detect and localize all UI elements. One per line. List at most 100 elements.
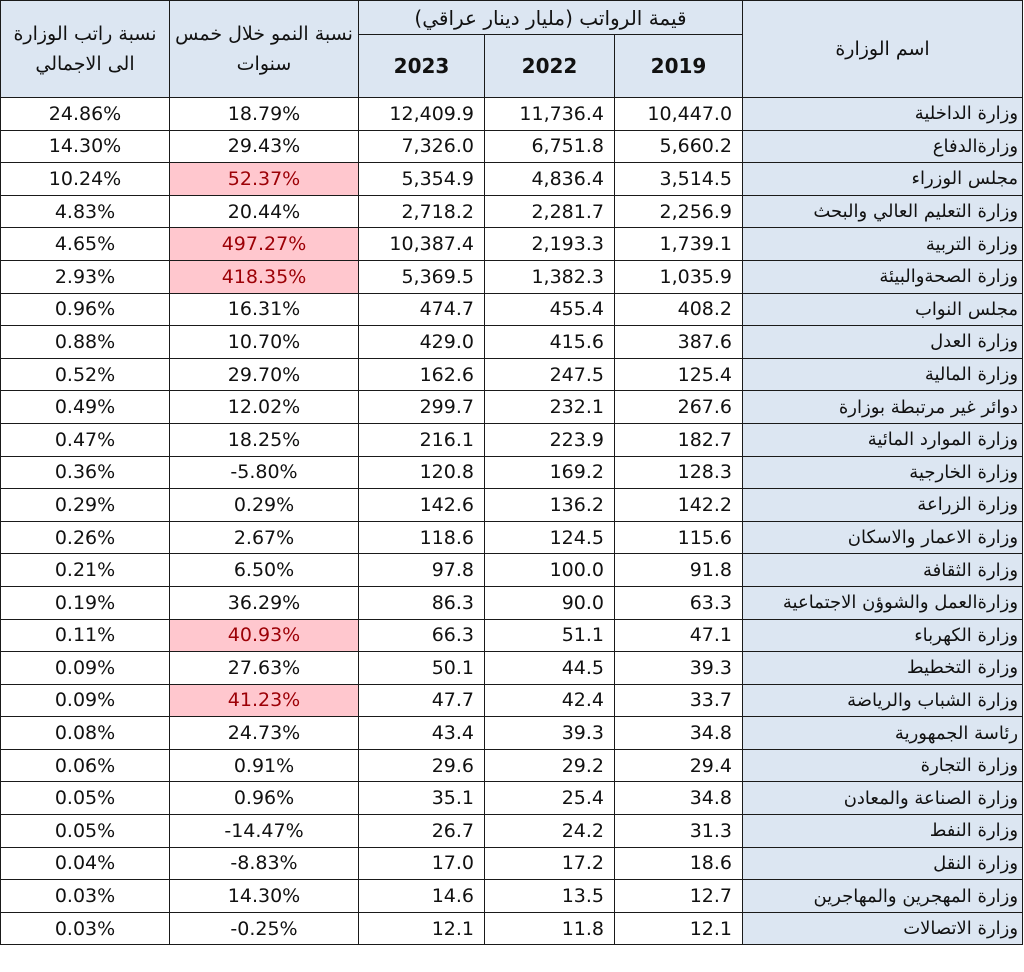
cell-2022: 6,751.8 (484, 129, 615, 164)
table-row: 0.08% 24.73% 43.4 39.3 34.8 رئاسة الجمهورية (0, 716, 1024, 750)
cell-2023: 12.1 (358, 911, 485, 946)
cell-2022: 4,836.4 (484, 162, 615, 196)
header-growth: نسبة النمو خلال خمس سنوات (169, 0, 359, 98)
cell-2019: 34.8 (613, 716, 744, 750)
cell-2019: 33.7 (613, 683, 744, 718)
cell-share: 0.06% (0, 748, 170, 783)
cell-share: 0.04% (0, 846, 170, 881)
cell-ministry: وزارة النقل (742, 846, 1024, 881)
cell-ministry: وزارة الصناعة والمعادن (742, 781, 1024, 816)
cell-2022: 17.2 (484, 846, 615, 881)
cell-2023: 216.1 (358, 422, 485, 457)
table-row: 0.06% 0.91% 29.6 29.2 29.4 وزارة التجارة (0, 748, 1024, 783)
cell-2023: 5,369.5 (358, 259, 485, 294)
cell-growth: 0.96% (169, 781, 359, 816)
cell-2019: 408.2 (613, 292, 744, 327)
cell-share: 4.83% (0, 194, 170, 229)
cell-2019: 91.8 (613, 553, 744, 587)
cell-share: 0.19% (0, 585, 170, 620)
header-year-2022: 2022 (484, 34, 615, 98)
cell-ministry: وزارةالدفاع (742, 129, 1024, 164)
cell-ministry: وزارة التخطيط (742, 651, 1024, 685)
cell-growth: 10.70% (169, 325, 359, 359)
cell-2022: 247.5 (484, 357, 615, 392)
cell-growth: 27.63% (169, 651, 359, 685)
cell-2019: 1,035.9 (613, 259, 744, 294)
cell-2022: 11,736.4 (484, 97, 615, 131)
cell-share: 0.88% (0, 325, 170, 359)
cell-2022: 100.0 (484, 553, 615, 587)
cell-share: 0.03% (0, 911, 170, 946)
header-share: نسبة راتب الوزارة الى الاجمالي (0, 0, 170, 98)
header-ministry: اسم الوزارة (742, 0, 1024, 98)
cell-growth: 29.70% (169, 357, 359, 392)
table-row: 0.03% 14.30% 14.6 13.5 12.7 وزارة المهجرين وا… (0, 879, 1024, 913)
cell-share: 0.05% (0, 781, 170, 816)
cell-share: 0.09% (0, 683, 170, 718)
table-row: 10.24% 52.37% 5,354.9 4,836.4 3,514.5 مجلس ال… (0, 162, 1024, 196)
cell-share: 2.93% (0, 259, 170, 294)
cell-ministry: وزارة الاعمار والاسكان (742, 520, 1024, 555)
table-row: 0.49% 12.02% 299.7 232.1 267.6 دوائر غير مرتب… (0, 390, 1024, 424)
cell-growth: 2.67% (169, 520, 359, 555)
cell-2022: 24.2 (484, 814, 615, 848)
cell-growth: -14.47% (169, 814, 359, 848)
cell-2022: 39.3 (484, 716, 615, 750)
table-row: 4.65% 497.27% 10,387.4 2,193.3 1,739.1 وزارة … (0, 227, 1024, 261)
cell-2019: 10,447.0 (613, 97, 744, 131)
salary-table: نسبة راتب الوزارة الى الاجمالي نسبة النم… (0, 0, 1024, 946)
cell-2023: 26.7 (358, 814, 485, 848)
cell-growth: 497.27% (169, 227, 359, 261)
cell-growth: 12.02% (169, 390, 359, 424)
cell-2019: 142.2 (613, 488, 744, 522)
cell-2023: 474.7 (358, 292, 485, 327)
cell-2022: 11.8 (484, 911, 615, 946)
cell-growth: 14.30% (169, 879, 359, 913)
cell-2022: 232.1 (484, 390, 615, 424)
table-row: 0.52% 29.70% 162.6 247.5 125.4 وزارة المالية (0, 357, 1024, 392)
table-row: 4.83% 20.44% 2,718.2 2,281.7 2,256.9 وزارة ال… (0, 194, 1024, 229)
cell-2019: 29.4 (613, 748, 744, 783)
cell-2022: 2,281.7 (484, 194, 615, 229)
cell-2023: 142.6 (358, 488, 485, 522)
cell-2022: 29.2 (484, 748, 615, 783)
cell-share: 0.52% (0, 357, 170, 392)
cell-2023: 12,409.9 (358, 97, 485, 131)
cell-2023: 120.8 (358, 455, 485, 490)
table-row: 0.09% 41.23% 47.7 42.4 33.7 وزارة الشباب والر… (0, 683, 1024, 718)
cell-2023: 43.4 (358, 716, 485, 750)
header-salary-group: قيمة الرواتب (مليار دينار عراقي) (357, 0, 744, 35)
cell-ministry: مجلس النواب (742, 292, 1024, 327)
cell-ministry: وزارة المالية (742, 357, 1024, 392)
cell-ministry: وزارة التعليم العالي والبحث (742, 194, 1024, 229)
cell-growth: 41.23% (169, 683, 359, 718)
cell-share: 0.09% (0, 651, 170, 685)
cell-2023: 429.0 (358, 325, 485, 359)
cell-2019: 3,514.5 (613, 162, 744, 196)
table-row: 0.88% 10.70% 429.0 415.6 387.6 وزارة العدل (0, 325, 1024, 359)
cell-ministry: وزارة الخارجية (742, 455, 1024, 490)
cell-share: 10.24% (0, 162, 170, 196)
cell-ministry: وزارة الموارد المائية (742, 422, 1024, 457)
cell-2022: 223.9 (484, 422, 615, 457)
cell-ministry: مجلس الوزراء (742, 162, 1024, 196)
header-year-2019: 2019 (613, 34, 744, 98)
cell-ministry: وزارة الثقافة (742, 553, 1024, 587)
cell-2023: 50.1 (358, 651, 485, 685)
cell-2019: 125.4 (613, 357, 744, 392)
cell-share: 0.49% (0, 390, 170, 424)
table-row: 0.09% 27.63% 50.1 44.5 39.3 وزارة التخطيط (0, 651, 1024, 685)
table-row: 0.03% -0.25% 12.1 11.8 12.1 وزارة الاتصالات (0, 911, 1024, 946)
cell-2022: 90.0 (484, 585, 615, 620)
table-body: 24.86% 18.79% 12,409.9 11,736.4 10,447.0 وزار… (0, 97, 1024, 946)
table-row: 0.47% 18.25% 216.1 223.9 182.7 وزارة الموارد … (0, 422, 1024, 457)
cell-ministry: وزارة الزراعة (742, 488, 1024, 522)
table-row: 0.11% 40.93% 66.3 51.1 47.1 وزارة الكهرباء (0, 618, 1024, 653)
cell-share: 4.65% (0, 227, 170, 261)
cell-2022: 44.5 (484, 651, 615, 685)
cell-2023: 66.3 (358, 618, 485, 653)
cell-2019: 1,739.1 (613, 227, 744, 261)
cell-2023: 162.6 (358, 357, 485, 392)
cell-2019: 12.1 (613, 911, 744, 946)
cell-2023: 35.1 (358, 781, 485, 816)
